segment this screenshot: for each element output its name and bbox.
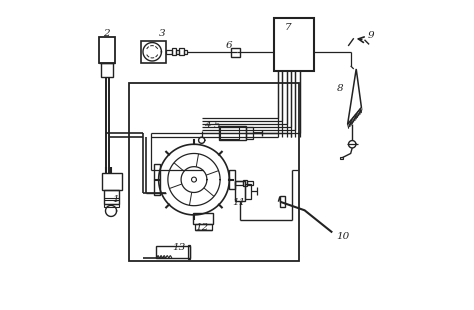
Text: 10: 10 <box>337 232 350 241</box>
Text: 9: 9 <box>367 31 374 40</box>
Bar <box>247 181 253 185</box>
Bar <box>235 181 243 185</box>
Bar <box>195 224 211 230</box>
Text: 12: 12 <box>195 223 208 232</box>
Bar <box>166 50 172 54</box>
Text: 7: 7 <box>284 23 291 32</box>
Bar <box>280 197 284 207</box>
Bar <box>102 173 122 190</box>
Bar <box>141 41 166 63</box>
Bar <box>220 127 238 139</box>
Text: 6: 6 <box>226 42 233 51</box>
Text: 11: 11 <box>232 198 245 207</box>
Bar <box>101 63 112 77</box>
Bar <box>99 37 115 63</box>
Bar <box>104 190 119 204</box>
Bar <box>219 126 246 140</box>
Bar <box>231 48 240 57</box>
Bar <box>193 213 213 224</box>
Bar <box>229 170 235 189</box>
Bar <box>183 50 187 54</box>
Bar <box>172 48 176 55</box>
Bar <box>156 246 190 258</box>
Bar <box>188 245 190 259</box>
Text: 13: 13 <box>172 243 185 252</box>
Bar <box>243 179 247 186</box>
Text: 1: 1 <box>112 195 119 204</box>
Text: 2: 2 <box>103 29 110 38</box>
Bar <box>235 181 245 201</box>
Text: 3: 3 <box>158 29 165 38</box>
Text: 4: 4 <box>204 121 211 130</box>
Bar <box>176 50 179 54</box>
Bar <box>274 18 314 70</box>
Bar <box>154 164 160 195</box>
Text: 8: 8 <box>337 84 343 93</box>
Bar <box>129 83 300 261</box>
Bar <box>104 204 119 207</box>
Bar <box>245 184 251 199</box>
Text: 5: 5 <box>214 121 220 130</box>
Bar <box>340 157 343 159</box>
Bar <box>179 48 183 55</box>
Bar <box>246 127 253 139</box>
